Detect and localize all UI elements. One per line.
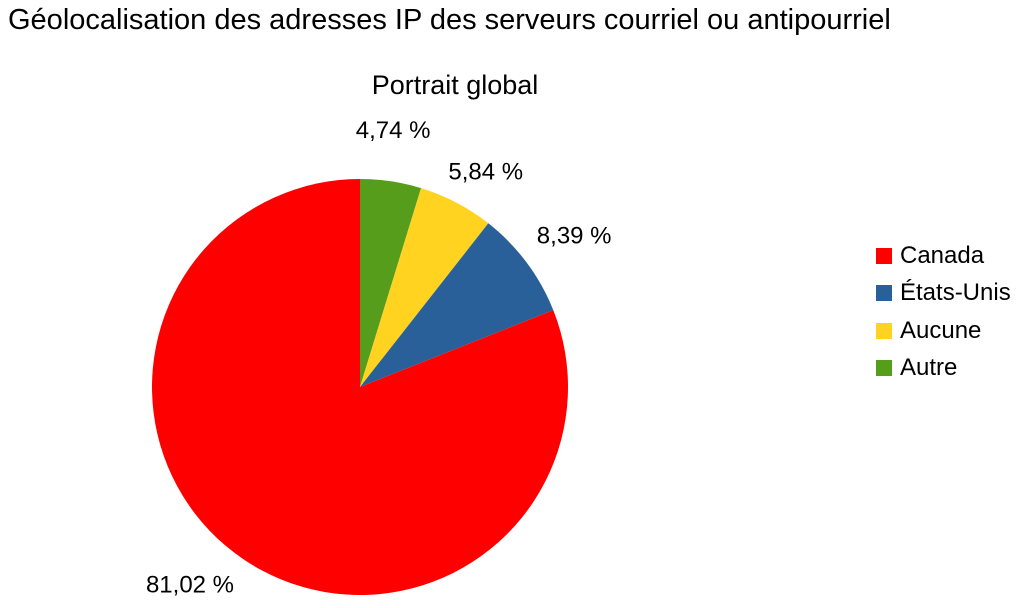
data-label-etats-unis: 8,39 %: [537, 223, 612, 250]
legend-label-etats-unis: États-Unis: [900, 279, 1011, 307]
legend-swatch-canada: [876, 247, 892, 264]
legend-item-autre: Autre: [876, 350, 1011, 388]
slice-autre: [360, 179, 422, 387]
legend-swatch-aucune: [876, 322, 892, 339]
legend-label-autre: Autre: [900, 354, 958, 382]
chart-title: Géolocalisation des adresses IP des serv…: [8, 4, 891, 36]
legend-label-canada: Canada: [900, 241, 985, 269]
slice-etats-unis: [360, 223, 554, 387]
slice-aucune: [360, 188, 489, 387]
legend-item-aucune: Aucune: [876, 312, 1011, 350]
legend-swatch-autre: [876, 360, 892, 377]
legend-item-canada: Canada: [876, 237, 1011, 275]
data-label-canada: 81,02 %: [146, 571, 234, 598]
chart-subtitle: Portrait global: [371, 70, 539, 100]
slice-canada: [152, 179, 568, 595]
data-label-autre: 4,74 %: [356, 117, 431, 144]
legend-swatch-etats-unis: [876, 285, 892, 302]
legend-item-etats-unis: États-Unis: [876, 275, 1011, 313]
legend-label-aucune: Aucune: [900, 316, 982, 344]
legend: Canada États-Unis Aucune Autre: [876, 237, 1011, 387]
data-label-aucune: 5,84 %: [448, 159, 523, 186]
